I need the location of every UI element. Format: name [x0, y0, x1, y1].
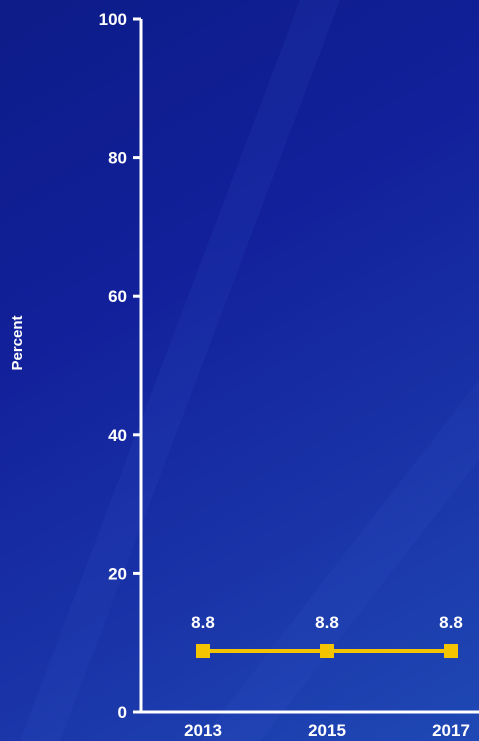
data-label: 8.8 [439, 613, 463, 632]
data-label: 8.8 [315, 613, 339, 632]
x-tick-label: 2017 [432, 721, 470, 740]
y-tick-label: 0 [118, 703, 127, 722]
data-point-marker [196, 644, 210, 659]
data-point-marker [320, 644, 334, 659]
y-tick-label: 80 [108, 149, 127, 168]
y-tick-label: 100 [99, 10, 127, 29]
y-tick-label: 60 [108, 287, 127, 306]
y-tick-label: 40 [108, 426, 127, 445]
x-axis-ticks: 2013 2015 2017 [184, 721, 470, 740]
data-label: 8.8 [191, 613, 215, 632]
y-tick-label: 20 [108, 564, 127, 583]
background-streaks [20, 0, 479, 741]
series-group: 8.8 8.8 8.8 [191, 613, 463, 659]
y-axis-ticks: 0 20 40 60 80 100 [99, 10, 141, 722]
data-point-marker [444, 644, 458, 659]
x-tick-label: 2015 [308, 721, 346, 740]
x-tick-label: 2013 [184, 721, 222, 740]
y-axis-label: Percent [9, 315, 26, 370]
